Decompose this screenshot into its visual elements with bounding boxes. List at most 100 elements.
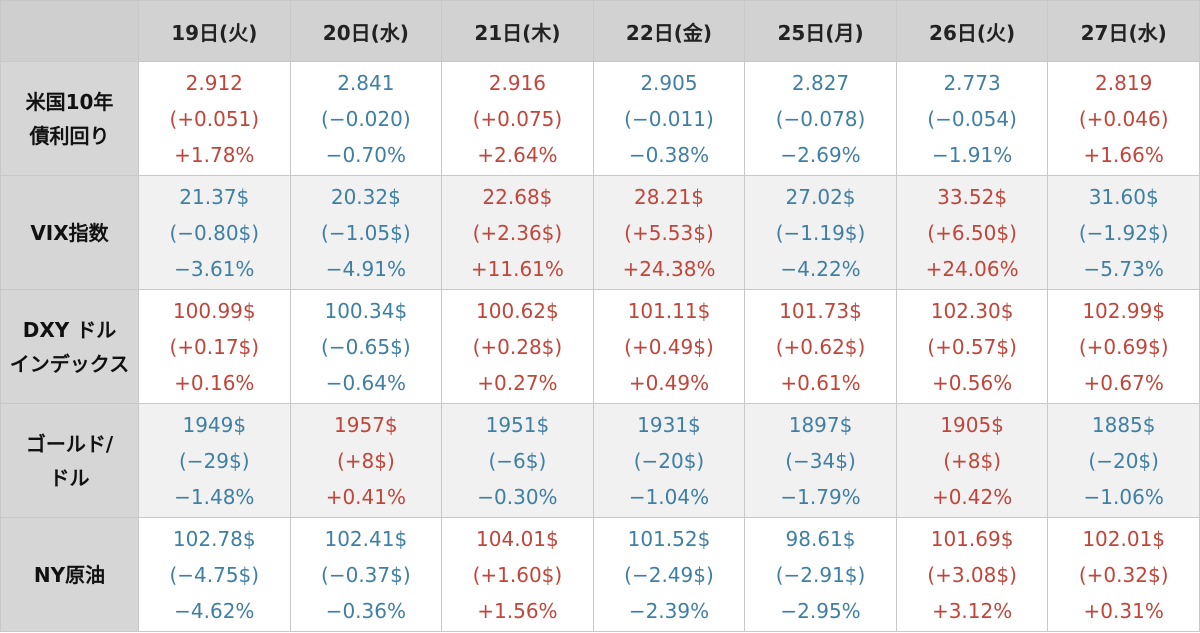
- cell-change: (+0.49$): [624, 334, 714, 359]
- date-header: 21日(木): [441, 0, 594, 62]
- table-row: DXY ドル インデックス 100.99$ (+0.17$) +0.16% 100.34$…: [0, 289, 1200, 404]
- date-header: 22日(金): [592, 0, 746, 62]
- cell-value: 28.21$: [633, 184, 704, 209]
- data-cell: 2.841 (−0.020) −0.70%: [289, 61, 443, 176]
- cell-value: 2.819: [1095, 70, 1153, 95]
- cell-value: 2.905: [640, 70, 698, 95]
- cell-percent: +1.56%: [477, 598, 558, 623]
- cell-change: (−0.65$): [321, 334, 411, 359]
- row-label: 米国10年 債利回り: [0, 61, 139, 176]
- data-cell: 1931$ (−20$) −1.04%: [592, 403, 746, 518]
- data-cell: 101.11$ (+0.49$) +0.49%: [592, 289, 746, 404]
- data-cell: 102.78$ (−4.75$) −4.62%: [138, 517, 291, 632]
- cell-value: 1885$: [1091, 412, 1156, 437]
- cell-change: (−34$): [785, 448, 856, 473]
- cell-value: 2.827: [791, 70, 850, 95]
- cell-value: 102.99$: [1082, 298, 1166, 323]
- cell-change: (−1.19$): [775, 220, 866, 245]
- cell-value: 102.30$: [930, 298, 1014, 323]
- cell-value: 101.52$: [627, 526, 711, 551]
- data-cell: 1885$ (−20$) −1.06%: [1047, 403, 1200, 518]
- cell-value: 100.99$: [172, 298, 256, 323]
- data-cell: 101.69$ (+3.08$) +3.12%: [895, 517, 1049, 632]
- cell-change: (+2.36$): [472, 220, 563, 245]
- cell-percent: +0.49%: [628, 370, 710, 395]
- row-label-line: インデックス: [9, 351, 130, 376]
- data-cell: 100.34$ (−0.65$) −0.64%: [289, 289, 443, 404]
- data-cell: 33.52$ (+6.50$) +24.06%: [895, 175, 1049, 290]
- cell-change: (+0.69$): [1078, 334, 1169, 359]
- date-header: 27日(水): [1047, 0, 1200, 62]
- cell-percent: −0.64%: [325, 370, 406, 395]
- cell-change: (−0.80$): [169, 220, 260, 245]
- cell-percent: +0.41%: [325, 484, 406, 509]
- data-cell: 28.21$ (+5.53$) +24.38%: [592, 175, 746, 290]
- data-cell: 98.61$ (−2.91$) −2.95%: [744, 517, 897, 632]
- data-cell: 101.73$ (+0.62$) +0.61%: [744, 289, 897, 404]
- cell-change: (+1.60$): [472, 562, 563, 587]
- data-cell: 1897$ (−34$) −1.79%: [744, 403, 897, 518]
- cell-change: (−0.054): [927, 106, 1017, 131]
- cell-percent: +1.78%: [174, 142, 255, 167]
- cell-change: (+0.32$): [1078, 562, 1169, 587]
- cell-value: 100.34$: [324, 298, 408, 323]
- data-cell: 100.99$ (+0.17$) +0.16%: [138, 289, 291, 404]
- cell-change: (+3.08$): [927, 562, 1017, 587]
- date-header: 19日(火): [138, 0, 291, 62]
- cell-value: 100.62$: [476, 298, 559, 323]
- cell-change: (−0.37$): [321, 562, 411, 587]
- cell-change: (−0.011): [624, 106, 714, 131]
- data-cell: 102.99$ (+0.69$) +0.67%: [1047, 289, 1200, 404]
- data-cell: 21.37$ (−0.80$) −3.61%: [138, 175, 291, 290]
- cell-change: (+5.53$): [624, 220, 714, 245]
- cell-value: 102.01$: [1082, 526, 1166, 551]
- cell-value: 1949$: [182, 412, 247, 437]
- cell-change: (−29$): [179, 448, 250, 473]
- cell-value: 104.01$: [476, 526, 559, 551]
- cell-percent: +0.61%: [780, 370, 861, 395]
- cell-percent: −4.22%: [780, 256, 861, 281]
- cell-change: (+6.50$): [927, 220, 1017, 245]
- data-cell: 1951$ (−6$) −0.30%: [441, 403, 594, 518]
- cell-percent: −0.70%: [325, 142, 406, 167]
- cell-percent: +0.56%: [931, 370, 1013, 395]
- data-cell: 2.912 (+0.051) +1.78%: [138, 61, 291, 176]
- cell-value: 1897$: [788, 412, 853, 437]
- data-cell: 2.827 (−0.078) −2.69%: [744, 61, 897, 176]
- cell-value: 27.02$: [785, 184, 856, 209]
- cell-value: 1951$: [485, 412, 550, 437]
- cell-percent: −2.39%: [628, 598, 710, 623]
- table-row: NY原油 102.78$ (−4.75$) −4.62% 102.41$ (−0.37$)…: [0, 517, 1200, 632]
- cell-change: (+0.62$): [775, 334, 866, 359]
- cell-change: (−1.92$): [1078, 220, 1169, 245]
- date-header: 20日(水): [289, 0, 443, 62]
- row-label-line: NY原油: [33, 562, 106, 587]
- cell-value: 2.841: [337, 70, 395, 95]
- cell-change: (+0.17$): [169, 334, 260, 359]
- cell-value: 98.61$: [785, 526, 856, 551]
- cell-change: (+0.57$): [927, 334, 1017, 359]
- cell-percent: +1.66%: [1083, 142, 1164, 167]
- cell-percent: −5.73%: [1083, 256, 1164, 281]
- cell-change: (−2.49$): [624, 562, 714, 587]
- cell-value: 33.52$: [937, 184, 1008, 209]
- cell-change: (+8$): [943, 448, 1001, 473]
- cell-percent: −4.62%: [174, 598, 255, 623]
- cell-change: (+0.28$): [472, 334, 563, 359]
- cell-value: 101.69$: [930, 526, 1014, 551]
- table-row: ゴールド/ドル 1949$ (−29$) −1.48% 1957$ (+8$) +0.41%…: [0, 403, 1200, 518]
- data-cell: 2.773 (−0.054) −1.91%: [895, 61, 1049, 176]
- row-label-line: DXY ドル: [22, 317, 117, 342]
- cell-value: 102.78$: [172, 526, 256, 551]
- cell-percent: +11.61%: [470, 256, 564, 281]
- cell-percent: +24.06%: [925, 256, 1019, 281]
- cell-value: 1905$: [940, 412, 1004, 437]
- cell-percent: +0.16%: [174, 370, 255, 395]
- cell-percent: +0.31%: [1083, 598, 1164, 623]
- row-label: NY原油: [0, 517, 139, 632]
- data-cell: 100.62$ (+0.28$) +0.27%: [441, 289, 594, 404]
- date-header: 26日(火): [895, 0, 1049, 62]
- cell-value: 31.60$: [1088, 184, 1159, 209]
- cell-change: (−20$): [633, 448, 705, 473]
